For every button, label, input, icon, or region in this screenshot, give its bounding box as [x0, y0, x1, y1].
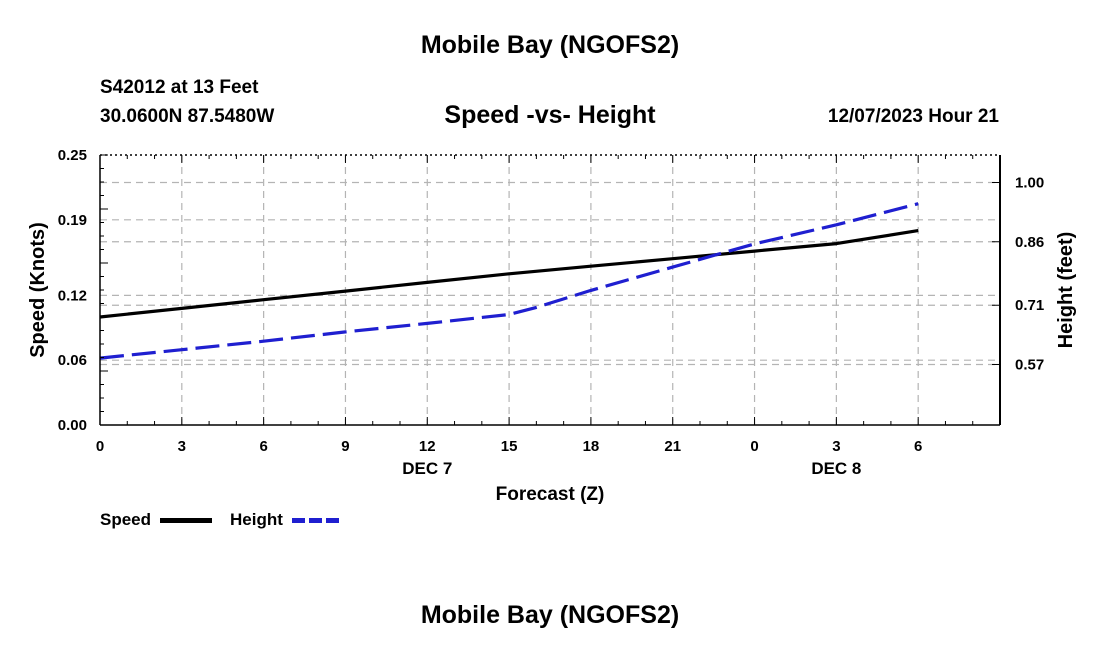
legend-height-swatch — [292, 518, 342, 523]
labels-layer: 0 3 6 9 12 15 18 21 0 3 6 DEC 7 DEC 8 Forecast (Z) 0.0… — [27, 147, 1077, 505]
x-tick-label: 18 — [583, 438, 600, 455]
x-tick-label: 12 — [419, 438, 436, 455]
x-tick-label: 21 — [664, 438, 681, 455]
chart-subtitle: Speed -vs- Height — [444, 101, 656, 129]
y-left-tick-label: 0.25 — [58, 147, 87, 164]
y-left-tick-label: 0.06 — [58, 352, 87, 369]
series-layer — [99, 202, 919, 360]
y-right-tick-label: 1.00 — [1015, 175, 1044, 192]
series-line-height — [99, 202, 919, 360]
x-day-label: DEC 7 — [402, 459, 452, 478]
y-right-tick-label: 0.57 — [1015, 356, 1044, 373]
speed-height-chart: 0 3 6 9 12 15 18 21 0 3 6 DEC 7 DEC 8 Forecast (Z) 0.0… — [27, 147, 1077, 505]
y-left-tick-label: 0.19 — [58, 212, 87, 229]
chart-title-bottom: Mobile Bay (NGOFS2) — [420, 601, 680, 629]
y-right-tick-label: 0.71 — [1015, 297, 1044, 314]
x-tick-label: 15 — [501, 438, 518, 455]
x-tick-label: 6 — [259, 438, 267, 455]
y-right-tick-label: 0.86 — [1015, 234, 1044, 251]
y-right-axis-title: Height (feet) — [1055, 232, 1077, 349]
x-day-label: DEC 8 — [811, 459, 861, 478]
forecast-datetime: 12/07/2023 Hour 21 — [827, 106, 999, 127]
grid-layer — [100, 155, 1000, 425]
x-tick-label: 0 — [750, 438, 758, 455]
station-label: S42012 at 13 Feet — [100, 77, 259, 98]
series-line-speed — [99, 229, 919, 319]
chart-title-top: Mobile Bay (NGOFS2) — [420, 31, 680, 59]
legend-height-label: Height — [230, 510, 283, 529]
x-tick-label: 9 — [341, 438, 349, 455]
x-tick-label: 6 — [914, 438, 922, 455]
coordinates-label: 30.0600N 87.5480W — [100, 106, 275, 127]
x-tick-label: 3 — [178, 438, 186, 455]
legend-speed-swatch — [160, 518, 212, 523]
legend-speed-label: Speed — [100, 510, 152, 529]
x-axis-title: Forecast (Z) — [496, 484, 605, 505]
axes-layer — [99, 154, 1001, 426]
y-left-tick-label: 0.00 — [58, 417, 87, 434]
x-tick-label: 0 — [96, 438, 104, 455]
x-tick-label: 3 — [832, 438, 840, 455]
y-left-tick-label: 0.12 — [58, 287, 87, 304]
y-left-axis-title: Speed (Knots) — [27, 222, 49, 358]
